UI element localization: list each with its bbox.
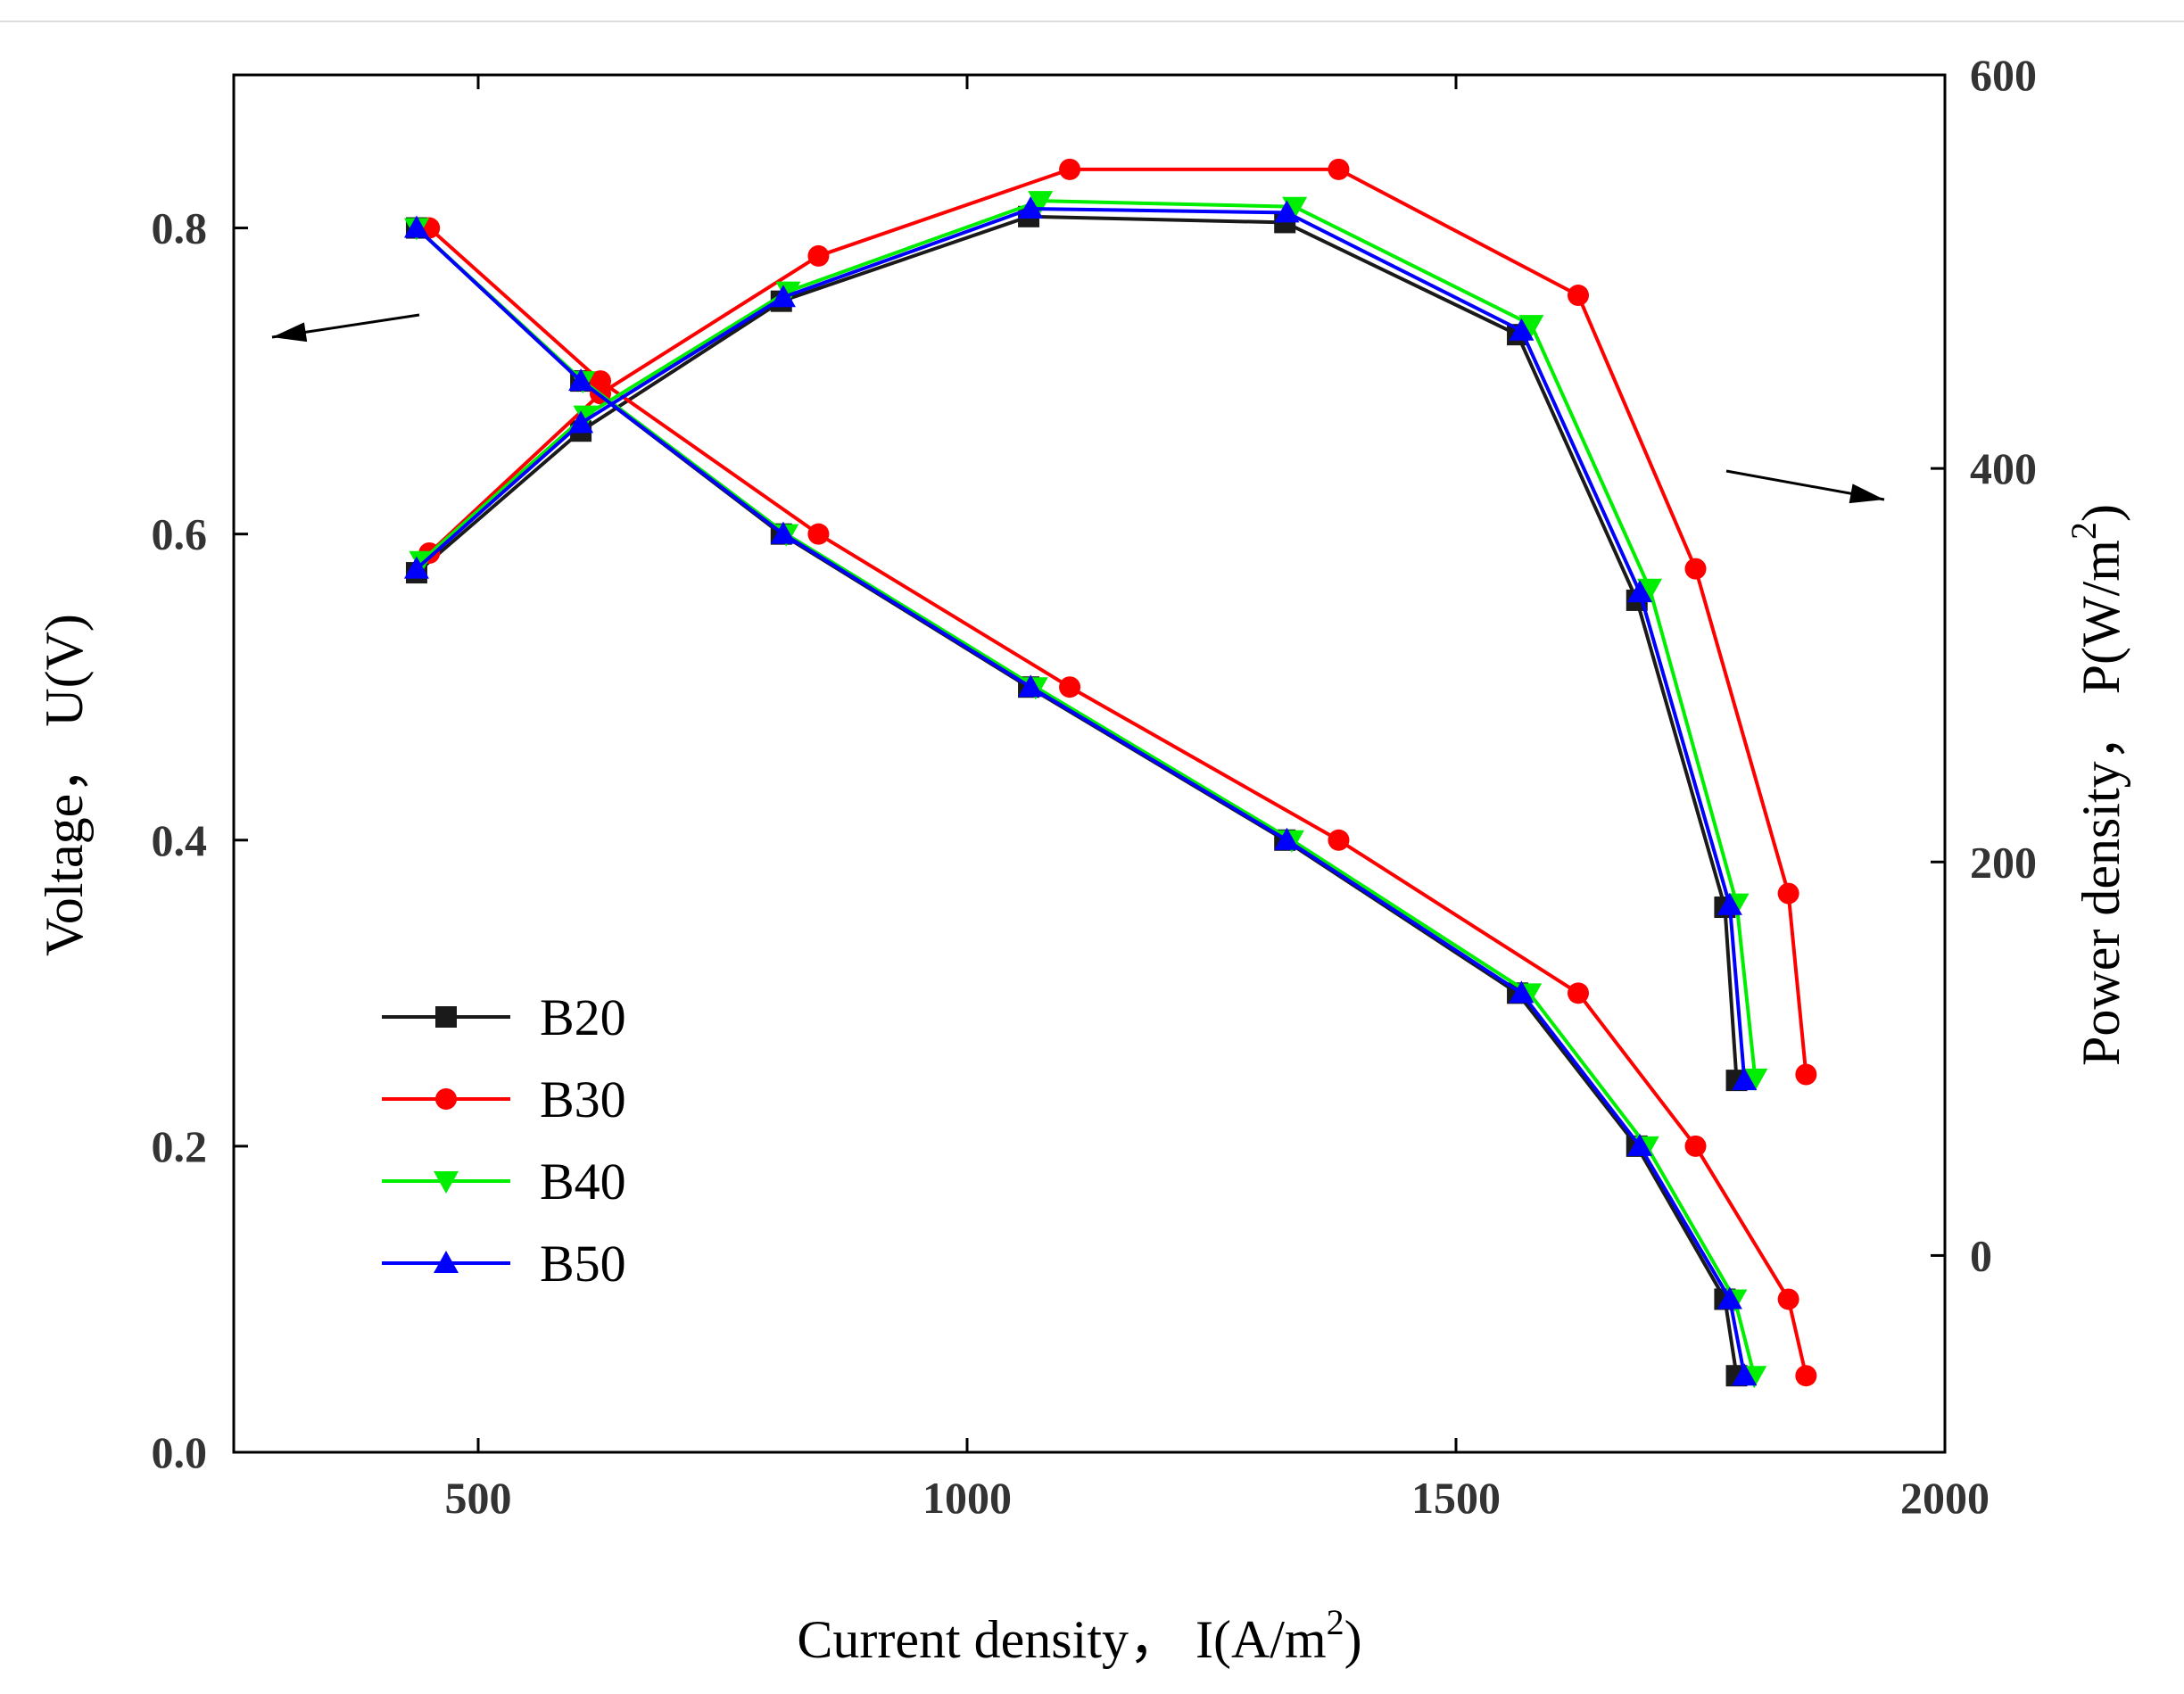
right-axis-arrow-head (1849, 483, 1884, 504)
power-point-b30 (1684, 558, 1707, 580)
y-right-axis-title-sup: 2 (2064, 522, 2104, 540)
legend-item-b30: B30 (382, 1070, 626, 1128)
legend-label-b20: B20 (540, 988, 626, 1046)
voltage-point-b50 (1732, 1363, 1758, 1386)
x-axis-title-sup: 2 (1327, 1602, 1344, 1642)
y-left-tick-label: 0.2 (152, 1121, 208, 1171)
voltage-point-b30 (1059, 676, 1081, 698)
x-tick-label: 2000 (1900, 1473, 1990, 1523)
legend-marker-b30 (435, 1088, 457, 1110)
power-point-b50 (1732, 1068, 1758, 1091)
y-left-axis-title: Voltage， U(V) (35, 614, 94, 956)
power-point-b40 (1637, 578, 1663, 601)
axis-ticks: 500 1000 1500 2000 0.0 0.2 0.4 0.6 0.8 0 200 400 600 (152, 50, 2038, 1523)
legend-marker-b20 (435, 1006, 457, 1028)
power-point-b30 (1777, 882, 1799, 905)
y-right-axis-title-suffix: ) (2072, 504, 2130, 522)
y-left-tick-label: 0.0 (152, 1427, 208, 1477)
voltage-point-b50 (1627, 1133, 1653, 1156)
power-point-b50 (1018, 195, 1044, 219)
x-axis-title-prefix: Current density， I(A/m (797, 1610, 1326, 1669)
x-tick-label: 500 (445, 1473, 512, 1523)
y-right-axis-title-prefix: Power density， P(W/m (2072, 540, 2130, 1066)
plot-border (232, 73, 1947, 1454)
x-axis-title-suffix: ) (1344, 1610, 1362, 1669)
voltage-point-b50 (770, 521, 796, 544)
power-point-b40 (1518, 315, 1544, 338)
power-point-b40 (1028, 191, 1054, 214)
power-point-b30 (1059, 158, 1081, 180)
legend-marker-b40 (434, 1171, 459, 1194)
plot-frame (232, 73, 1947, 1454)
legend-item-b50: B50 (382, 1235, 626, 1293)
y-left-tick-label: 0.8 (152, 203, 208, 253)
y-right-tick-label: 600 (1970, 50, 2037, 100)
power-point-b40 (573, 405, 599, 428)
voltage-point-b50 (1274, 827, 1300, 850)
y-right-tick-label: 0 (1970, 1230, 1992, 1280)
voltage-point-b30 (807, 523, 830, 545)
power-point-b50 (1509, 318, 1535, 341)
series-b50 (403, 195, 1758, 1386)
left-axis-arrow (271, 313, 420, 343)
power-point-b50 (403, 556, 429, 579)
legend-marker-b50 (434, 1251, 459, 1273)
y-right-tick-label: 400 (1970, 443, 2037, 493)
legend-label-b50: B50 (540, 1235, 626, 1293)
power-point-b50 (1274, 200, 1300, 223)
voltage-point-b30 (1328, 829, 1350, 851)
right-axis-arrow (1725, 469, 1885, 504)
power-point-b50 (770, 285, 796, 308)
y-left-tick-label: 0.4 (152, 815, 208, 865)
x-tick-label: 1000 (922, 1473, 1012, 1523)
y-right-axis-title: Power density， P(W/m2) (2064, 504, 2130, 1066)
power-point-b50 (1627, 580, 1653, 603)
power-point-b40 (775, 281, 801, 304)
power-point-b30 (1795, 1063, 1817, 1086)
x-axis-title: Current density， I(A/m2) (797, 1602, 1361, 1669)
power-point-b40 (1282, 196, 1308, 219)
power-point-b40 (1742, 1068, 1768, 1091)
y-right-tick-label: 200 (1970, 837, 2037, 887)
power-point-b30 (807, 244, 830, 267)
left-axis-arrow-head (272, 322, 308, 343)
legend-item-b40: B40 (382, 1153, 626, 1211)
power-point-b30 (1328, 158, 1350, 180)
legend: B20 B30 B40 B50 (382, 988, 626, 1293)
legend-label-b30: B30 (540, 1070, 626, 1128)
voltage-point-b30 (1777, 1288, 1799, 1310)
power-point-b50 (1717, 892, 1742, 915)
voltage-point-b30 (1684, 1135, 1707, 1157)
voltage-point-b50 (1509, 980, 1535, 1004)
legend-item-b20: B20 (382, 988, 626, 1046)
voltage-point-b50 (568, 368, 594, 392)
series-b30 (418, 158, 1817, 1387)
power-point-b30 (1568, 285, 1589, 307)
y-left-tick-label: 0.6 (152, 509, 208, 559)
voltage-point-b50 (1018, 674, 1044, 698)
axis-indicator-arrows (271, 313, 1885, 504)
voltage-point-b30 (1795, 1365, 1817, 1387)
power-point-b50 (568, 410, 594, 434)
legend-label-b40: B40 (540, 1153, 626, 1211)
voltage-point-b50 (403, 215, 429, 238)
voltage-point-b30 (1568, 982, 1589, 1004)
series-lines (403, 158, 1817, 1389)
voltage-point-b50 (1717, 1286, 1742, 1310)
x-tick-label: 1500 (1411, 1473, 1501, 1523)
